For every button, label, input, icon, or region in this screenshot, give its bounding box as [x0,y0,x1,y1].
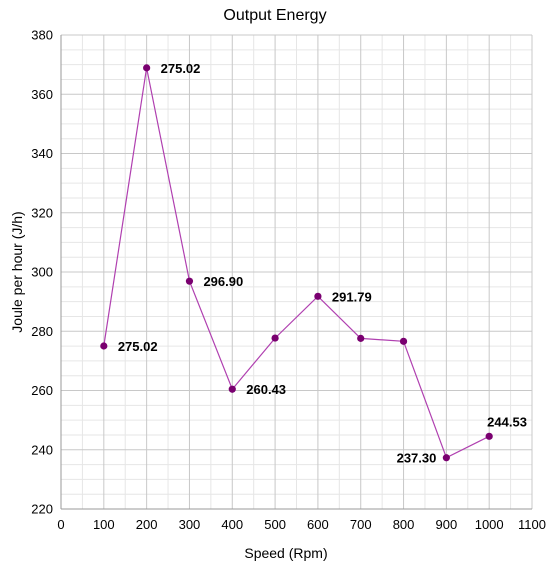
tick-labels: 0 100 200 300 400 500 600 700 800 900 1000 1100 220 2… [31,28,546,533]
y-tick-label: 380 [31,28,53,43]
data-labels: 275.02 275.02 296.90 260.43 291.79 237.30 244.… [118,61,527,466]
x-tick-label: 1000 [475,517,504,532]
data-label: 275.02 [161,61,201,76]
data-point [228,385,236,393]
x-tick-label: 1100 [518,517,546,532]
data-label: 260.43 [246,382,286,397]
data-point [100,342,108,350]
x-tick-label: 600 [307,517,329,532]
data-point [271,334,279,342]
y-tick-label: 320 [31,205,53,220]
y-tick-label: 220 [31,502,53,517]
y-axis-label: Joule per hour (J/h) [9,211,25,332]
y-tick-label: 260 [31,383,53,398]
axes [60,35,532,510]
data-label: 275.02 [118,339,158,354]
x-tick-label: 300 [179,517,201,532]
data-point [442,454,450,462]
data-label: 291.79 [332,289,372,304]
x-tick-label: 500 [264,517,286,532]
data-label: 296.90 [203,274,243,289]
x-tick-label: 0 [57,517,64,532]
x-tick-label: 200 [136,517,158,532]
y-tick-label: 240 [31,442,53,457]
data-label: 244.53 [487,414,527,429]
x-axis-label: Speed (Rpm) [244,545,327,561]
x-tick-label: 900 [436,517,458,532]
x-tick-label: 400 [221,517,243,532]
x-tick-label: 800 [393,517,415,532]
data-point [314,292,322,300]
series-line [103,67,490,459]
gridlines [60,34,533,510]
data-point [357,334,365,342]
y-tick-label: 360 [31,87,53,102]
y-tick-label: 340 [31,146,53,161]
x-tick-label: 100 [93,517,115,532]
data-point [485,432,493,440]
y-tick-label: 300 [31,265,53,280]
y-tick-label: 280 [31,324,53,339]
data-point [399,337,408,345]
series-group [100,64,493,462]
data-point [143,64,151,72]
data-point [185,277,194,285]
data-label: 237.30 [397,451,437,466]
chart-title: Output Energy [223,7,326,24]
x-tick-label: 700 [350,517,372,532]
